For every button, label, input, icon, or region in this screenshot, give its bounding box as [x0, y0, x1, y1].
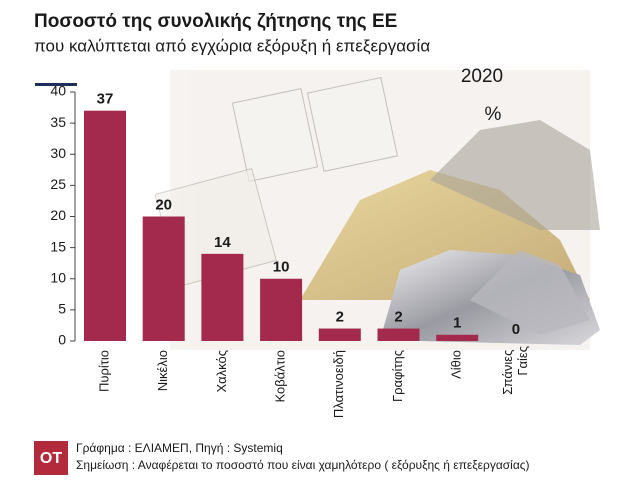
footer-note: Σημείωση : Αναφέρεται το ποσοστό που είν… [76, 458, 530, 472]
year-label: 2020 [461, 66, 503, 87]
value-label: 10 [273, 259, 290, 276]
bar [142, 216, 185, 341]
y-tick-label: 25 [50, 176, 66, 192]
chart-title: Ποσοστό της συνολικής ζήτησης της ΕΕ [34, 11, 397, 32]
x-tick-label: Λίθιο [449, 350, 464, 379]
unit-label: % [485, 104, 502, 125]
bar [436, 334, 479, 341]
y-tick-label: 15 [50, 238, 66, 254]
value-label: 1 [453, 315, 461, 332]
bar [201, 253, 244, 341]
footer-source: Γράφημα : ΕΛΙΑΜΕΠ, Πηγή : Systemiq [76, 441, 283, 455]
chart-subtitle: που καλύπτεται από εγχώρια εξόρυξη ή επε… [34, 36, 430, 55]
y-tick-label: 30 [50, 145, 66, 161]
value-label: 14 [214, 234, 231, 251]
y-tick-label: 5 [58, 301, 66, 317]
value-label: 0 [512, 321, 520, 338]
accent-line [35, 83, 77, 86]
x-tick-label: Πλατινοειδή [331, 350, 346, 418]
logo: OT [40, 450, 62, 467]
bar [260, 278, 303, 341]
x-tick-label: Νικέλιο [155, 350, 170, 391]
value-label: 20 [155, 196, 172, 213]
x-tick-label: Χαλκός [214, 350, 229, 393]
y-tick-label: 10 [50, 269, 66, 285]
value-label: 2 [336, 309, 344, 326]
y-tick-label: 40 [50, 83, 66, 99]
x-tick-label-line: Σπάνιες [500, 346, 515, 395]
x-tick-label: Πυρίτιο [96, 350, 111, 392]
y-tick-label: 20 [50, 207, 66, 223]
x-tick-label: Γραφίτης [390, 350, 405, 402]
logo-box [34, 441, 68, 475]
x-tick-label: Κοβάλτιο [273, 350, 288, 403]
y-tick-label: 35 [50, 114, 66, 130]
background-image [0, 60, 600, 360]
value-label: 2 [394, 309, 402, 326]
x-tick-label-line: Γαίες [515, 346, 530, 376]
x-tick-label: Σπάνιες Γαίες [500, 346, 530, 395]
bar [84, 110, 126, 341]
value-label: 37 [97, 91, 114, 108]
bar [318, 328, 361, 341]
y-tick-label: 0 [58, 332, 66, 348]
bar [377, 328, 420, 341]
